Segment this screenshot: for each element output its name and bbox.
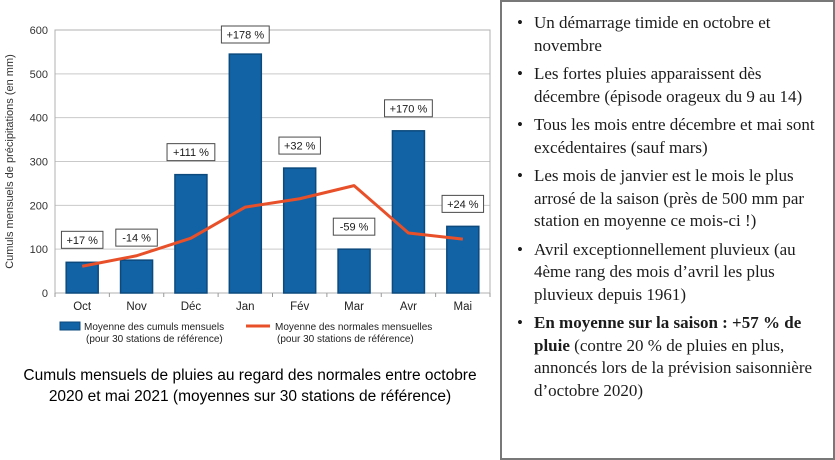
y-tick-label: 400	[30, 113, 48, 125]
x-tick-label: Déc	[181, 301, 202, 313]
chart-panel: 0 100 200 300 400 500 600 Oct Nov Déc Jan Fév Mar Avr…	[4, 25, 491, 405]
legend-label: (pour 30 stations de référence)	[277, 334, 414, 345]
point-label-box	[60, 230, 104, 249]
analysis-panel: Un démarrage timide en octobre et novemb…	[500, 0, 835, 460]
x-tick-label: Fév	[290, 301, 309, 313]
point-label: -14 %	[122, 233, 151, 245]
legend-label: (pour 30 stations de référence)	[86, 334, 223, 345]
bar-Oct	[65, 261, 99, 294]
point-label: +17 %	[66, 235, 98, 247]
normals-line	[81, 184, 463, 268]
x-tick-label: Jan	[236, 301, 255, 313]
legend-bar-swatch	[59, 321, 81, 331]
x-tick-label: Mai	[454, 301, 473, 313]
bullet-item: Les fortes pluies apparaissent dès décem…	[517, 63, 825, 108]
bullet-item: Un démarrage timide en octobre et novemb…	[517, 12, 825, 57]
point-label-box	[166, 143, 216, 162]
point-label: +32 %	[284, 141, 316, 153]
point-label-box	[441, 194, 485, 213]
point-label: +178 %	[227, 30, 265, 42]
chart-caption: Cumuls mensuels de pluies au regard des …	[23, 367, 477, 405]
point-label-box	[384, 99, 433, 118]
x-tick-label: Oct	[73, 301, 92, 313]
bar-Mai	[446, 225, 480, 294]
point-label: +170 %	[390, 103, 428, 115]
bar-Avr	[391, 130, 426, 294]
y-axis-title: Cumuls mensuels de précipitations (en mm…	[4, 54, 16, 269]
x-tick-label: Avr	[400, 301, 417, 313]
legend-label: Moyenne des cumuls mensuels	[84, 322, 224, 333]
bullet-item: Avril exceptionnellement pluvieux (au 4è…	[517, 239, 825, 307]
bullet-item: Les mois de janvier est le mois le plus …	[517, 165, 825, 233]
bar-Nov	[119, 259, 154, 294]
y-tick-label: 600	[30, 25, 48, 37]
rainfall-chart: 0 100 200 300 400 500 600 Oct Nov Déc Jan Fév Mar Avr…	[4, 25, 491, 345]
y-tick-label: 200	[30, 200, 48, 212]
bullet-list: Un démarrage timide en octobre et novemb…	[512, 12, 829, 402]
bullet-bold-text: En moyenne sur la saison : +57 % de plui…	[534, 313, 802, 355]
legend-label: Moyenne des normales mensuelles	[275, 322, 432, 333]
bar-Jan	[228, 53, 263, 294]
point-label: +24 %	[447, 199, 479, 211]
point-label: +111 %	[173, 147, 209, 159]
point-label-box	[220, 25, 270, 44]
y-tick-label: 100	[30, 244, 48, 256]
bar-Mar	[337, 248, 371, 294]
point-label: -59 %	[340, 222, 369, 234]
point-label-box	[332, 217, 376, 236]
point-label-box	[115, 228, 158, 247]
y-tick-label: 300	[30, 157, 48, 169]
bar-Déc	[174, 173, 208, 294]
point-label-box	[278, 136, 321, 155]
y-tick-label: 0	[42, 288, 48, 300]
y-tick-label: 500	[30, 69, 48, 81]
bar-Fév	[282, 167, 317, 294]
bullet-item: En moyenne sur la saison : +57 % de plui…	[517, 312, 825, 402]
x-tick-label: Nov	[126, 301, 147, 313]
bullet-item: Tous les mois entre décembre et mai sont…	[517, 114, 825, 159]
x-tick-label: Mar	[344, 301, 364, 313]
